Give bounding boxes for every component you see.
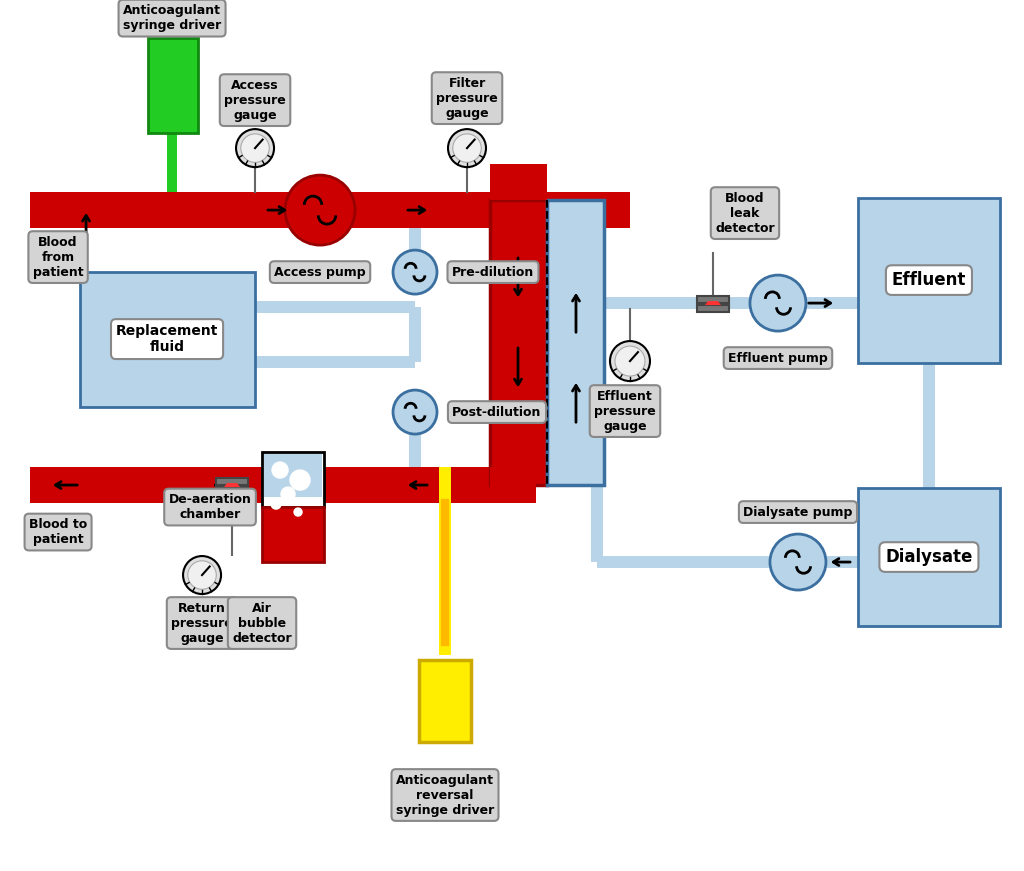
Circle shape: [187, 561, 216, 590]
Bar: [490, 164, 547, 200]
Bar: [591, 485, 603, 562]
Circle shape: [750, 275, 806, 331]
Bar: [826, 556, 858, 568]
Circle shape: [285, 175, 355, 245]
Text: Dialysate pump: Dialysate pump: [743, 505, 853, 518]
Text: Effluent: Effluent: [892, 271, 966, 289]
Bar: [264, 454, 322, 497]
Text: Return
pressure
gauge: Return pressure gauge: [171, 602, 232, 645]
Bar: [275, 467, 311, 562]
Circle shape: [294, 508, 302, 516]
Text: Blood
from
patient: Blood from patient: [33, 235, 83, 279]
Text: Post-dilution: Post-dilution: [453, 406, 542, 419]
Circle shape: [272, 463, 288, 478]
Text: Filter
pressure
gauge: Filter pressure gauge: [436, 77, 498, 119]
Bar: [591, 200, 603, 294]
Circle shape: [615, 346, 645, 376]
Circle shape: [453, 134, 481, 162]
Bar: [490, 200, 547, 485]
Bar: [500, 192, 536, 200]
Text: Anticoagulant
syringe driver: Anticoagulant syringe driver: [123, 4, 221, 32]
Text: Replacement
fluid: Replacement fluid: [116, 324, 218, 354]
Text: Dialysate: Dialysate: [885, 548, 973, 566]
Circle shape: [271, 499, 281, 509]
Text: Access
pressure
gauge: Access pressure gauge: [224, 78, 286, 122]
Bar: [597, 556, 770, 568]
Bar: [490, 467, 536, 503]
Text: Anticoagulant
reversal
syringe driver: Anticoagulant reversal syringe driver: [396, 773, 495, 816]
Bar: [167, 133, 177, 192]
Text: Pre-dilution: Pre-dilution: [452, 266, 535, 279]
Circle shape: [449, 129, 486, 167]
Circle shape: [393, 390, 437, 434]
Bar: [419, 660, 471, 742]
Text: De-aeration
chamber: De-aeration chamber: [169, 493, 252, 521]
Text: Air
bubble
detector: Air bubble detector: [232, 602, 292, 645]
Bar: [262, 452, 324, 507]
Bar: [255, 301, 415, 313]
Bar: [858, 488, 999, 626]
Bar: [30, 192, 630, 228]
Bar: [30, 467, 518, 503]
Text: Blood
leak
detector: Blood leak detector: [715, 192, 775, 234]
Text: Access pump: Access pump: [274, 266, 366, 279]
Bar: [439, 467, 451, 655]
Bar: [409, 228, 421, 250]
Text: Effluent
pressure
gauge: Effluent pressure gauge: [594, 389, 655, 433]
Circle shape: [241, 134, 269, 162]
Bar: [409, 434, 421, 467]
Bar: [923, 363, 935, 488]
Bar: [697, 305, 729, 312]
Bar: [255, 356, 415, 368]
Bar: [409, 307, 421, 362]
Circle shape: [281, 487, 295, 501]
Bar: [262, 507, 324, 562]
Bar: [858, 198, 999, 363]
Bar: [216, 478, 248, 485]
Circle shape: [770, 534, 826, 590]
Bar: [591, 297, 796, 309]
Bar: [148, 38, 198, 133]
Circle shape: [393, 250, 437, 294]
Circle shape: [610, 341, 650, 381]
Bar: [500, 192, 600, 228]
Polygon shape: [224, 483, 240, 487]
Text: Blood to
patient: Blood to patient: [29, 518, 87, 546]
Text: Effluent pump: Effluent pump: [728, 352, 827, 365]
Circle shape: [237, 129, 274, 167]
Bar: [697, 296, 729, 303]
Bar: [547, 200, 604, 485]
Polygon shape: [705, 301, 721, 305]
Circle shape: [183, 556, 221, 594]
Bar: [806, 297, 981, 309]
Bar: [80, 272, 255, 407]
Circle shape: [290, 470, 310, 490]
Bar: [216, 487, 248, 494]
